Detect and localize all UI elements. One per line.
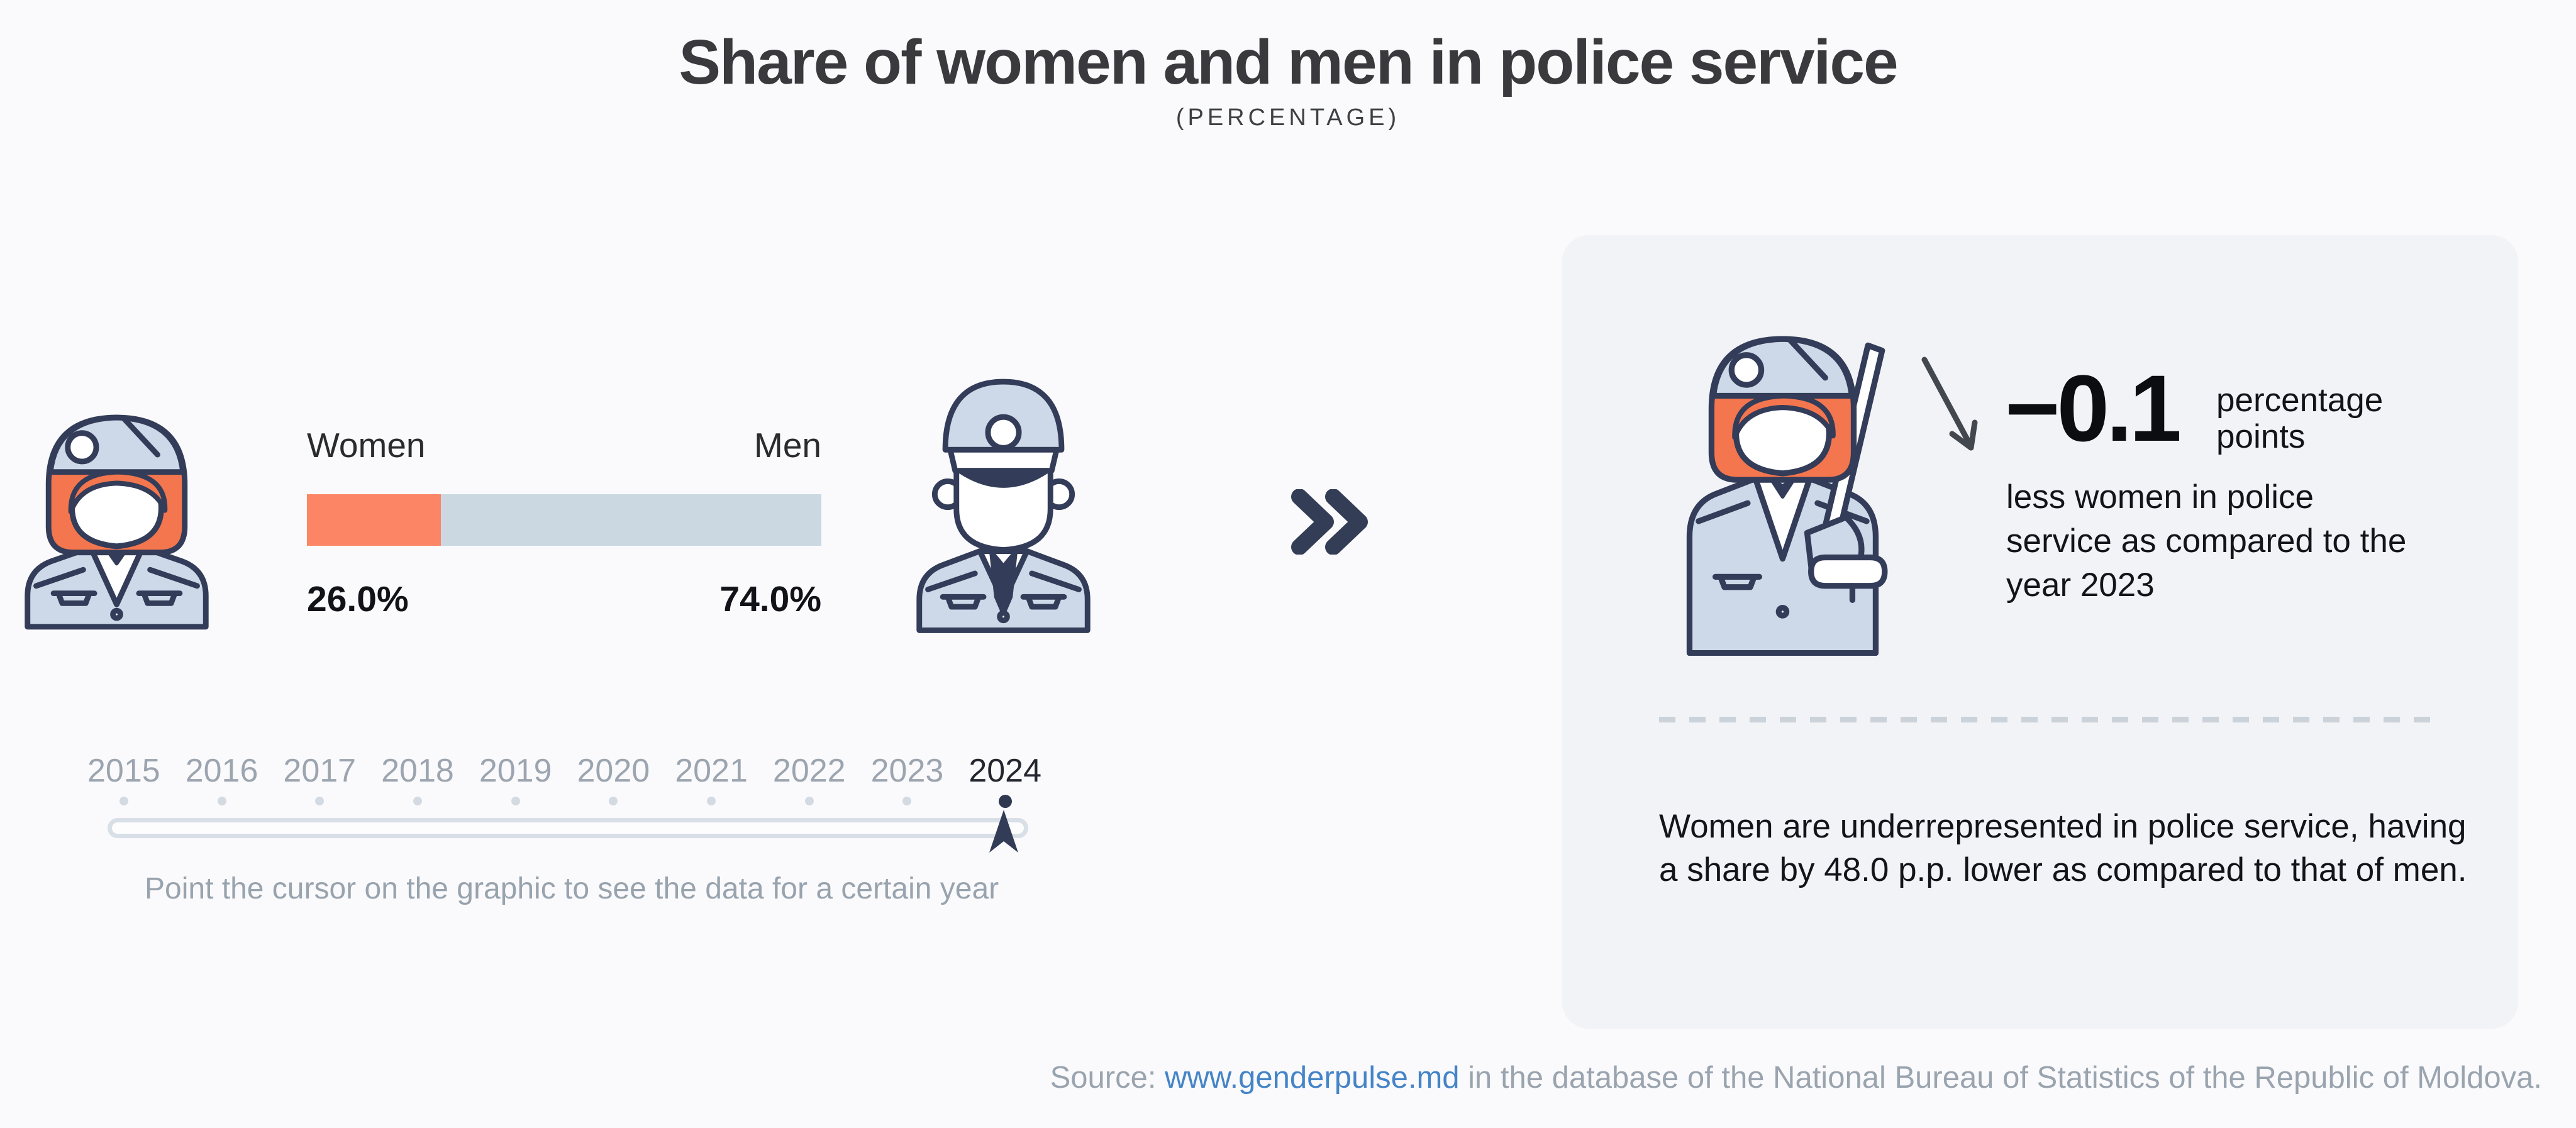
delta-unit-line2: points	[2216, 418, 2306, 455]
page-subtitle: (PERCENTAGE)	[1175, 104, 1401, 131]
year-2016[interactable]: 2016	[185, 753, 258, 789]
dot-2016[interactable]	[217, 797, 226, 805]
bar-segment-men[interactable]	[440, 494, 821, 546]
source-prefix: Source:	[1050, 1061, 1165, 1095]
timeline-track[interactable]	[108, 818, 1028, 838]
delta-unit: percentage points	[2216, 382, 2383, 455]
decrease-arrow-icon	[1921, 357, 1978, 451]
delta-description: less women in police service as compared…	[2006, 478, 2407, 604]
year-2022[interactable]: 2022	[772, 753, 846, 789]
year-2020[interactable]: 2020	[577, 753, 650, 789]
men-label: Men	[754, 426, 821, 465]
year-2024-selected[interactable]: 2024	[969, 753, 1042, 789]
year-2015[interactable]: 2015	[87, 753, 160, 789]
timeline-years: 2015 2016 2017 2018 2019 2020 2021 2022 …	[75, 752, 1054, 790]
summary-text: Women are underrepresented in police ser…	[1659, 808, 2467, 888]
bar-values-row: 26.0% 74.0%	[307, 578, 821, 620]
dot-2021[interactable]	[707, 797, 716, 805]
dot-2019[interactable]	[511, 797, 520, 805]
policeman-icon	[916, 379, 1091, 633]
page-title: Share of women and men in police service	[679, 27, 1898, 97]
women-label: Women	[307, 426, 426, 465]
men-value: 74.0%	[719, 579, 821, 619]
source-suffix: in the database of the National Bureau o…	[1459, 1061, 2542, 1095]
dot-2018[interactable]	[413, 797, 422, 805]
double-chevron-icon	[1291, 489, 1368, 555]
dot-2020[interactable]	[609, 797, 618, 805]
year-2019[interactable]: 2019	[479, 753, 552, 789]
source-line: Source: www.genderpulse.md in the databa…	[1050, 1060, 2542, 1095]
policewoman-baton-icon	[1686, 336, 1888, 656]
delta-unit-line1: percentage	[2216, 382, 2384, 419]
dot-2022[interactable]	[804, 797, 814, 805]
delta-value: −0.1	[2005, 355, 2182, 461]
bar-labels-row: Women Men	[307, 425, 821, 465]
dot-2017[interactable]	[315, 797, 325, 805]
source-link[interactable]: www.genderpulse.md	[1165, 1061, 1460, 1095]
timeline-marker-icon[interactable]	[989, 809, 1019, 855]
dot-2024-selected[interactable]	[998, 794, 1012, 808]
policewoman-icon	[25, 414, 209, 630]
year-2017[interactable]: 2017	[283, 753, 357, 789]
timeline-hint: Point the cursor on the graphic to see t…	[145, 872, 999, 905]
women-value: 26.0%	[307, 579, 409, 619]
year-2021[interactable]: 2021	[675, 753, 748, 789]
year-2018[interactable]: 2018	[381, 753, 454, 789]
bar-segment-women[interactable]	[307, 494, 441, 546]
year-2023[interactable]: 2023	[870, 753, 944, 789]
dot-2023[interactable]	[902, 797, 912, 805]
timeline-dots	[75, 793, 1054, 809]
insight-panel: −0.1 percentage points less women in pol…	[1562, 235, 2518, 1029]
dot-2015[interactable]	[119, 797, 128, 805]
stacked-bar	[307, 494, 821, 546]
dashed-divider	[1659, 717, 2438, 722]
